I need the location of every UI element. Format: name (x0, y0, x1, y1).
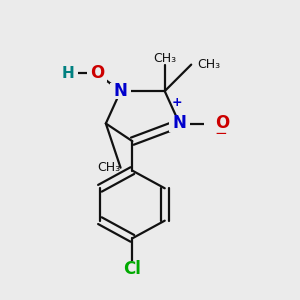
Text: +: + (171, 96, 182, 110)
Bar (122, 261, 142, 277)
Bar (110, 83, 131, 99)
Text: CH₃: CH₃ (153, 52, 176, 64)
Text: −: − (214, 126, 227, 141)
Text: Cl: Cl (123, 260, 141, 278)
Text: O: O (90, 64, 104, 82)
Text: H: H (61, 66, 74, 81)
Text: CH₃: CH₃ (197, 58, 220, 71)
Bar (205, 116, 225, 132)
Bar (87, 65, 107, 82)
Text: N: N (172, 115, 186, 133)
Bar (169, 116, 190, 132)
Text: CH₃: CH₃ (98, 161, 121, 174)
Bar (57, 65, 78, 82)
Text: O: O (215, 115, 229, 133)
Text: N: N (114, 82, 128, 100)
